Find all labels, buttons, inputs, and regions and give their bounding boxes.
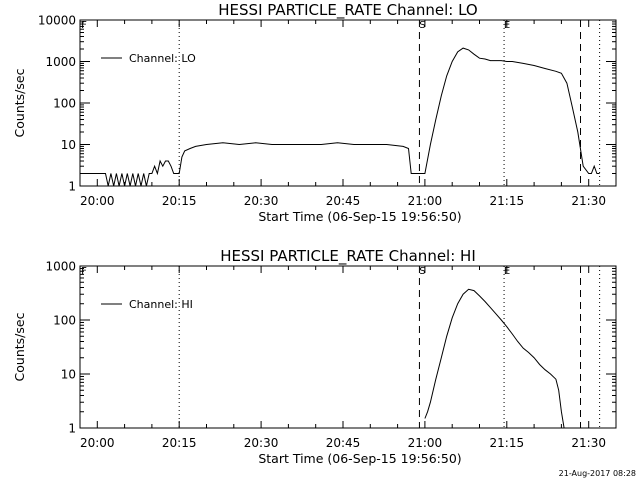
x-tick-label: 20:45 [326, 436, 361, 450]
x-axis-label: Start Time (06-Sep-15 19:56:50) [258, 209, 461, 224]
y-tick-label: 100 [53, 97, 76, 111]
x-tick-label: 20:00 [80, 436, 115, 450]
x-tick-label: 21:15 [490, 436, 525, 450]
y-tick-label: 1 [68, 180, 76, 194]
x-tick-label: 20:00 [80, 194, 115, 208]
y-axis-label: Counts/sec [12, 68, 27, 137]
event-marker-e: E [504, 20, 510, 31]
legend-label: Channel: HI [129, 298, 193, 311]
y-tick-label: 10 [61, 138, 76, 152]
x-tick-label: 21:30 [571, 436, 606, 450]
y-tick-label: 1000 [45, 260, 76, 274]
event-marker-s: S [419, 20, 425, 31]
event-marker-e: E [504, 266, 510, 277]
y-tick-label: 1 [68, 422, 76, 436]
x-tick-label: 20:30 [244, 194, 279, 208]
series-line-channel-lo [80, 47, 600, 187]
chart-title: HESSI PARTICLE_RATE Channel: LO [218, 1, 477, 20]
chart-title: HESSI PARTICLE_RATE Channel: HI [220, 247, 476, 266]
x-axis-label: Start Time (06-Sep-15 19:56:50) [258, 451, 461, 466]
timestamp-stamp: 21-Aug-2017 08:28 [559, 469, 636, 478]
x-tick-label: 20:15 [162, 194, 197, 208]
hi-channel-panel: HESSI PARTICLE_RATE Channel: HI 20:00 20:1… [12, 247, 617, 466]
x-tick-label: 21:15 [490, 194, 525, 208]
legend-label: Channel: LO [129, 52, 196, 65]
event-marker-s: S [419, 266, 425, 277]
x-tick-label: 21:00 [408, 436, 443, 450]
y-axis-label: Counts/sec [12, 312, 27, 381]
lo-channel-panel: HESSI PARTICLE_RATE Channel: LO 20:00 20:1… [12, 1, 617, 224]
x-tick-label: 20:45 [326, 194, 361, 208]
x-tick-label: 21:30 [571, 194, 606, 208]
x-tick-label: 21:00 [408, 194, 443, 208]
plot-frame [79, 265, 617, 429]
y-tick-label: 10 [61, 368, 76, 382]
y-tick-label: 1000 [45, 55, 76, 69]
y-tick-label: 10000 [38, 14, 76, 28]
y-tick-label: 100 [53, 314, 76, 328]
x-tick-label: 20:15 [162, 436, 197, 450]
event-marker-f: F [81, 20, 87, 31]
x-tick-label: 20:30 [244, 436, 279, 450]
series-line-channel-hi [424, 288, 565, 429]
event-marker-f: F [81, 266, 87, 277]
